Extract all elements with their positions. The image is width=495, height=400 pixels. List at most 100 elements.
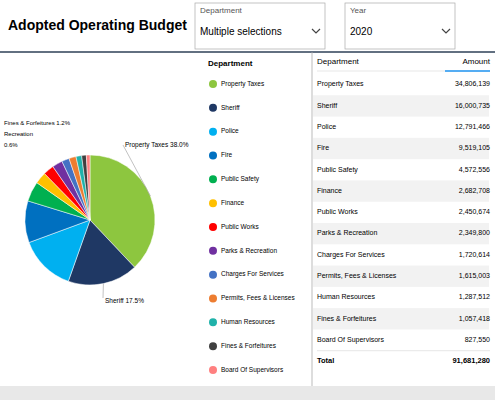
table-cell: 1,615,003	[459, 272, 490, 279]
table-cell: 2,682,708	[459, 187, 490, 194]
legend-label: Public Works	[221, 223, 260, 230]
table-cell: Public Works	[317, 208, 358, 215]
annotation: Sheriff 17.5%	[105, 297, 144, 304]
annotation: Fines & Forfeitures 1.2%	[4, 120, 71, 126]
legend-swatch	[209, 223, 217, 231]
table-row: Public Safety 4,572,556	[317, 166, 490, 174]
filter-label: Year	[350, 6, 367, 15]
table-row: Public Works 2,450,674	[317, 208, 490, 215]
annotation-leader	[123, 145, 150, 196]
legend-swatch	[209, 342, 217, 350]
legend-label: Fire	[221, 151, 233, 158]
legend-label: Public Safety	[221, 175, 260, 183]
pie-slice	[76, 156, 90, 220]
table-row: Human Resources 1,287,512	[317, 293, 490, 300]
legend-item: Charges For Services	[209, 270, 285, 278]
table-cell: 4,572,556	[459, 166, 490, 173]
table-cell: Fines & Forfeitures	[317, 315, 377, 322]
legend-item: Board Of Supervisors	[209, 366, 284, 374]
legend-swatch	[209, 80, 217, 88]
legend-item: Public Works	[209, 223, 260, 231]
title: Adopted Operating Budget	[8, 17, 187, 33]
table: Department Amount Property Taxes 34,806,139…	[313, 57, 491, 365]
legend-label: Parks & Recreation	[221, 247, 277, 254]
legend: DepartmentProperty TaxesSheriffPoliceFir…	[208, 59, 295, 374]
legend-swatch	[209, 128, 217, 136]
legend-swatch	[209, 295, 217, 303]
legend-title: Department	[208, 59, 253, 68]
legend-item: Police	[209, 127, 239, 135]
pie	[25, 155, 155, 285]
table-cell: Human Resources	[317, 293, 375, 300]
pie-slice	[82, 155, 90, 220]
legend-item: Human Resources	[209, 318, 276, 326]
legend-swatch	[209, 175, 217, 183]
header-line	[0, 51, 495, 53]
table-row: Sheriff 16,000,735	[313, 95, 490, 116]
table-cell: 1,057,418	[459, 315, 490, 322]
table-header: Amount	[462, 57, 490, 66]
annotation: Property Taxes 38.0%	[125, 141, 189, 149]
table-row: Property Taxes 34,806,139	[317, 80, 490, 88]
annotations: Property Taxes 38.0% Sheriff 17.5% Fines &…	[4, 120, 189, 304]
legend-swatch	[209, 318, 217, 326]
legend-label: Fines & Forfeitures	[221, 342, 277, 349]
dropdown-chevron[interactable]	[442, 29, 450, 33]
table-cell: Sheriff	[317, 102, 337, 109]
background	[0, 0, 495, 400]
table-cell: 34,806,139	[455, 80, 490, 87]
legend-swatch	[209, 271, 217, 279]
legend-label: Finance	[221, 199, 245, 206]
legend-label: Police	[221, 127, 239, 134]
legend-label: Board Of Supervisors	[221, 366, 284, 374]
legend-item: Permits, Fees & Licenses	[209, 294, 295, 302]
table-row: Parks & Recreation 2,349,800	[313, 223, 490, 244]
dropdown-chevron[interactable]	[312, 29, 320, 33]
legend-swatch	[209, 152, 217, 160]
pie-slice	[86, 155, 90, 220]
annotation-leader	[103, 284, 104, 298]
table-cell: Police	[317, 123, 336, 130]
legend-swatch	[209, 247, 217, 255]
table-total-label: Total	[317, 356, 334, 365]
legend-swatch	[209, 104, 217, 112]
filter[interactable]: DepartmentMultiple selections	[195, 3, 325, 49]
filter-box	[345, 3, 455, 49]
bottom-strip	[0, 386, 495, 400]
table-cell: Fire	[317, 144, 329, 151]
table-cell: Public Safety	[317, 166, 358, 174]
table-cell: 9,519,105	[459, 144, 490, 151]
table-row: Charges For Services1,720,614	[317, 251, 490, 259]
table-total: Total91,681,280	[317, 351, 490, 366]
table-cell: Property Taxes	[317, 80, 364, 88]
filter[interactable]: Year 2020	[345, 3, 455, 49]
legend-item: Fire	[209, 151, 233, 159]
filter-value: 2020	[350, 26, 373, 37]
legend-label: Charges For Services	[221, 270, 285, 278]
filter-value: Multiple selections	[200, 26, 282, 37]
table-separator	[317, 71, 490, 72]
divider	[312, 52, 313, 386]
table-row: Board Of Supervisors827,550	[317, 336, 490, 344]
legend-label: Permits, Fees & Licenses	[221, 294, 295, 301]
table-cell: Parks & Recreation	[317, 229, 377, 236]
table-header: Department	[317, 57, 360, 66]
table-cell: 2,450,674	[459, 208, 490, 215]
table-cell: 12,791,466	[455, 123, 490, 130]
table-cell: 16,000,735	[455, 102, 490, 109]
legend-item: Fines & Forfeitures	[209, 342, 277, 350]
table-row: Finance2,682,708	[313, 180, 490, 201]
table-cell: 1,720,614	[459, 251, 490, 258]
legend-label: Property Taxes	[221, 80, 265, 88]
table-cell: 1,287,512	[459, 293, 490, 300]
dashboard: Adopted Operating BudgetDepartmentMultip…	[0, 0, 495, 400]
table-cell: 2,349,800	[459, 229, 490, 236]
table-row: Fines & Forfeitures 1,057,418	[313, 308, 490, 329]
filter-box	[195, 3, 325, 49]
sort-indicator	[445, 70, 490, 72]
table-row: Permits, Fees & Licenses1,615,003	[313, 266, 490, 287]
table-row: Fire 9,519,105	[313, 138, 490, 159]
legend-swatch	[209, 199, 217, 207]
table-cell: 827,550	[465, 336, 490, 343]
annotation: 0.6%	[4, 142, 18, 148]
